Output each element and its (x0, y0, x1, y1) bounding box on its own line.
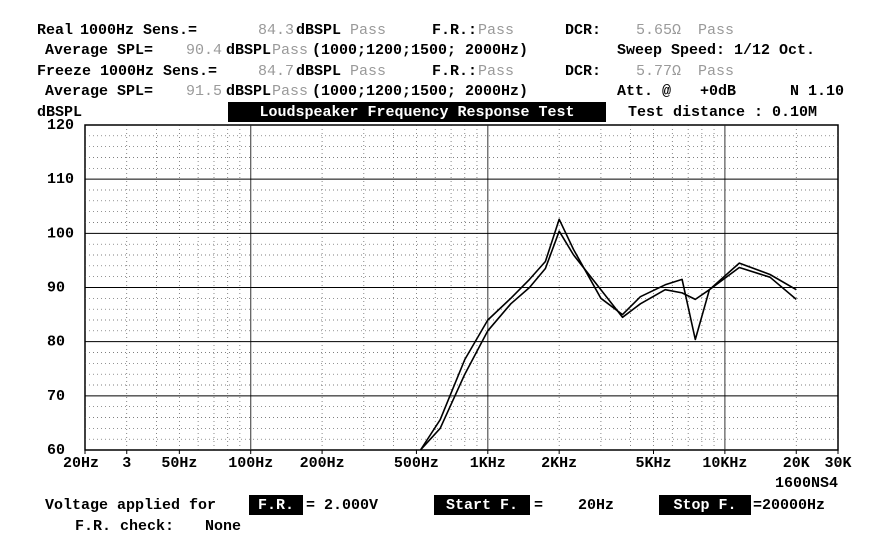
freeze-row: Freeze 1000Hz Sens.= 84.7 dBSPL Pass F.R… (37, 63, 844, 100)
grid (84, 124, 839, 454)
x-tick-label: 5KHz (636, 455, 672, 472)
label: Average SPL= (45, 83, 153, 100)
button-label[interactable]: F.R. (258, 497, 294, 514)
footer: Voltage applied for F.R. = 2.000V Start … (45, 495, 825, 535)
x-tick-label: 200Hz (300, 455, 345, 472)
x-tick-label: 1KHz (470, 455, 506, 472)
value: None (205, 518, 241, 535)
version: N 1.10 (790, 83, 844, 100)
unit: dBSPL (296, 63, 341, 80)
y-tick-label: 120 (47, 117, 74, 134)
equals: = (534, 497, 543, 514)
x-tick-label: 500Hz (394, 455, 439, 472)
x-tick-label: 2KHz (541, 455, 577, 472)
x-tick-label: 20K (783, 455, 810, 472)
value: 20Hz (578, 497, 614, 514)
label: DCR: (565, 22, 601, 39)
status: Pass (350, 22, 386, 39)
label: F.R.: (432, 22, 477, 39)
x-tick-label: 10KHz (702, 455, 747, 472)
status: Pass (698, 63, 734, 80)
label: Voltage applied for (45, 497, 216, 514)
status: Pass (272, 42, 308, 59)
att-label: Att. @ (617, 83, 671, 100)
x-tick-label: 100Hz (228, 455, 273, 472)
stop-button[interactable] (659, 495, 751, 515)
y-tick-label: 60 (47, 442, 65, 459)
value: = 2.000V (306, 497, 378, 514)
value: 5.65Ω (636, 22, 681, 39)
y-tick-label: 100 (47, 225, 74, 242)
plot (419, 218, 797, 451)
chart-title: Loudspeaker Frequency Response Test (259, 104, 574, 121)
start-button[interactable] (434, 495, 530, 515)
label: Real (37, 22, 73, 39)
fr-button[interactable] (249, 495, 303, 515)
value: =20000Hz (753, 497, 825, 514)
y-tick-label: 110 (47, 171, 74, 188)
x-tick-label: 30K (824, 455, 851, 472)
x-tick-label: 50Hz (161, 455, 197, 472)
sweep-speed: Sweep Speed: 1/12 Oct. (617, 42, 815, 59)
status: Pass (478, 22, 514, 39)
button-label[interactable]: Stop F. (673, 497, 736, 514)
att: +0dB (700, 83, 736, 100)
label: DCR: (565, 63, 601, 80)
value: 84.7 (258, 63, 294, 80)
x-tick-label: 20Hz (63, 455, 99, 472)
value: 91.5 (186, 83, 222, 100)
label: F.R.: (432, 63, 477, 80)
status: Pass (272, 83, 308, 100)
unit: dBSPL (226, 42, 271, 59)
y-tick-label: 90 (47, 279, 65, 296)
button-label[interactable]: Start F. (446, 497, 518, 514)
value: 90.4 (186, 42, 222, 59)
label: Average SPL= (45, 42, 153, 59)
real-row: Real 1000Hz Sens.= 84.3 dBSPL Pass F.R.:… (37, 22, 815, 59)
freqs: (1000;1200;1500; 2000Hz) (312, 42, 528, 59)
label: F.R. check: (75, 518, 174, 535)
unit: dBSPL (226, 83, 271, 100)
y-axis-label: dBSPL (37, 104, 82, 121)
title-box (228, 102, 606, 122)
value: 84.3 (258, 22, 294, 39)
test-distance: Test distance : 0.10M (628, 104, 817, 121)
response-curve (419, 230, 797, 451)
value: 5.77Ω (636, 63, 681, 80)
unit: dBSPL (296, 22, 341, 39)
status: Pass (698, 22, 734, 39)
label: 1000Hz Sens.= (80, 22, 197, 39)
y-tick-label: 80 (47, 334, 65, 351)
y-tick-label: 70 (47, 388, 65, 405)
label: 1000Hz Sens.= (100, 63, 217, 80)
status: Pass (478, 63, 514, 80)
freqs: (1000;1200;1500; 2000Hz) (312, 83, 528, 100)
status: Pass (350, 63, 386, 80)
x-tick-label: 3 (122, 455, 131, 472)
model: 1600NS4 (775, 475, 838, 492)
label: Freeze (37, 63, 91, 80)
